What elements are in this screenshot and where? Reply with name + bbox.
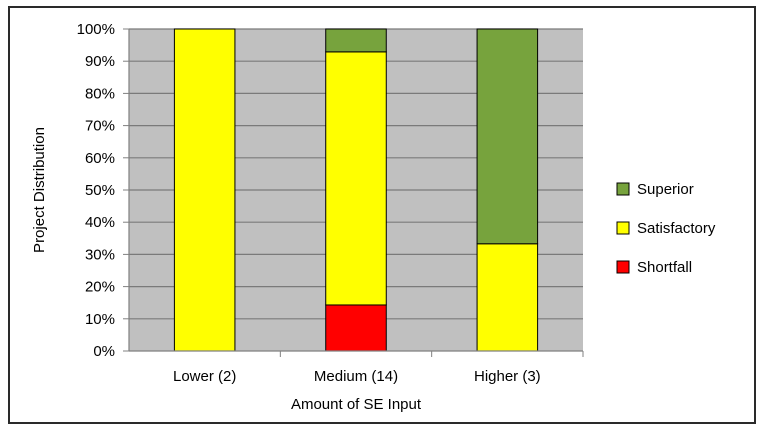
y-tick-label: 90% bbox=[85, 53, 115, 70]
x-tick-label: Lower (2) bbox=[173, 368, 236, 385]
legend-swatch-shortfall bbox=[616, 260, 630, 274]
legend-swatch-superior bbox=[616, 182, 630, 196]
bar-segment-superior bbox=[476, 28, 539, 245]
bar-segment-superior bbox=[325, 28, 387, 53]
y-tick-labels: 0% 10% 20% 30% 40% 50% 60% 70% 80% 90% 100% bbox=[77, 21, 115, 360]
y-tick-label: 10% bbox=[85, 311, 115, 328]
x-tick-label: Medium (14) bbox=[314, 368, 398, 385]
y-tick-label: 20% bbox=[85, 279, 115, 296]
legend-label-superior: Superior bbox=[637, 181, 694, 198]
y-tick-label: 100% bbox=[77, 21, 115, 38]
y-tick-label: 70% bbox=[85, 118, 115, 135]
y-tick-label: 40% bbox=[85, 214, 115, 231]
y-tick-label: 0% bbox=[93, 343, 115, 360]
axes bbox=[123, 28, 584, 357]
bar-segment-shortfall bbox=[325, 304, 387, 352]
legend-label-satisfactory: Satisfactory bbox=[637, 220, 716, 237]
x-axis-title: Amount of SE Input bbox=[291, 396, 422, 413]
x-tick-label: Higher (3) bbox=[474, 368, 541, 385]
y-tick-label: 50% bbox=[85, 182, 115, 199]
bar-segment-satisfactory bbox=[476, 243, 539, 352]
y-axis-title: Project Distribution bbox=[31, 127, 48, 253]
bar-segment-satisfactory bbox=[173, 28, 236, 352]
x-tick-labels: Lower (2) Medium (14) Higher (3) bbox=[173, 368, 541, 385]
y-tick-label: 30% bbox=[85, 246, 115, 263]
y-tick-label: 60% bbox=[85, 150, 115, 167]
bar-segment-satisfactory bbox=[325, 51, 387, 306]
legend-label-shortfall: Shortfall bbox=[637, 259, 692, 276]
y-tick-label: 80% bbox=[85, 85, 115, 102]
legend-swatch-satisfactory bbox=[616, 221, 630, 235]
legend: Superior Satisfactory Shortfall bbox=[616, 181, 716, 276]
bars bbox=[173, 28, 539, 352]
